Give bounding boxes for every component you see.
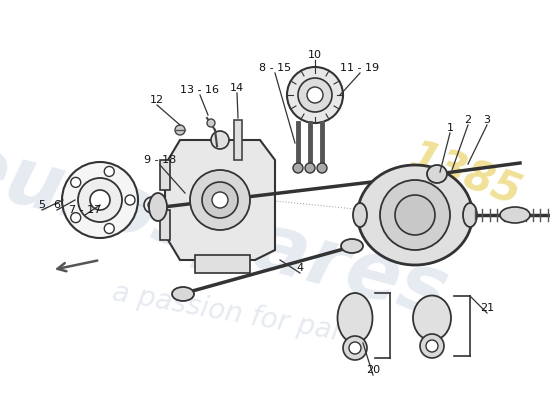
Polygon shape (165, 140, 275, 260)
Circle shape (207, 119, 215, 127)
Bar (195, 255, 250, 273)
Circle shape (104, 224, 114, 234)
Text: 4: 4 (296, 263, 304, 273)
Circle shape (190, 170, 250, 230)
Circle shape (90, 190, 110, 210)
Text: 9 - 18: 9 - 18 (144, 155, 176, 165)
Circle shape (298, 78, 332, 112)
Text: 20: 20 (366, 365, 380, 375)
Ellipse shape (338, 293, 372, 343)
Circle shape (287, 67, 343, 123)
Circle shape (148, 201, 156, 209)
Circle shape (104, 166, 114, 176)
Ellipse shape (427, 165, 447, 183)
Circle shape (420, 334, 444, 358)
Text: 14: 14 (230, 83, 244, 93)
Bar (160, 160, 170, 190)
Circle shape (212, 192, 228, 208)
Circle shape (78, 178, 122, 222)
Ellipse shape (413, 296, 451, 340)
Text: 1: 1 (447, 123, 454, 133)
Circle shape (211, 131, 229, 149)
Ellipse shape (500, 207, 530, 223)
Circle shape (71, 177, 81, 187)
Text: 3: 3 (483, 115, 491, 125)
Ellipse shape (463, 203, 477, 227)
Circle shape (380, 180, 450, 250)
Text: 5: 5 (39, 200, 46, 210)
Text: 1385: 1385 (403, 136, 527, 214)
Ellipse shape (149, 193, 167, 221)
Text: 8 - 15: 8 - 15 (259, 63, 291, 73)
Circle shape (305, 163, 315, 173)
Ellipse shape (353, 203, 367, 227)
Circle shape (144, 197, 160, 213)
Text: 6: 6 (53, 200, 60, 210)
Text: 2: 2 (464, 115, 471, 125)
Bar (234, 120, 242, 160)
Ellipse shape (341, 239, 363, 253)
Ellipse shape (172, 287, 194, 301)
Text: eurospares: eurospares (0, 126, 456, 334)
Circle shape (317, 163, 327, 173)
Circle shape (62, 162, 138, 238)
Text: 11 - 19: 11 - 19 (340, 63, 379, 73)
Text: 21: 21 (480, 303, 494, 313)
Circle shape (202, 182, 238, 218)
Circle shape (395, 195, 435, 235)
Text: a passion for parts: a passion for parts (110, 279, 370, 351)
Circle shape (125, 195, 135, 205)
Circle shape (293, 163, 303, 173)
Circle shape (307, 87, 323, 103)
Circle shape (71, 213, 81, 223)
Text: 7 - 17: 7 - 17 (69, 205, 101, 215)
Text: 12: 12 (150, 95, 164, 105)
Circle shape (343, 336, 367, 360)
Circle shape (426, 340, 438, 352)
Ellipse shape (358, 165, 472, 265)
Circle shape (349, 342, 361, 354)
Text: 13 - 16: 13 - 16 (180, 85, 219, 95)
Circle shape (175, 125, 185, 135)
Bar (160, 210, 170, 240)
Text: 10: 10 (308, 50, 322, 60)
